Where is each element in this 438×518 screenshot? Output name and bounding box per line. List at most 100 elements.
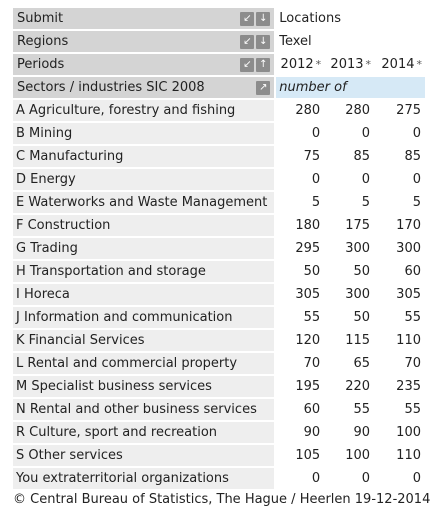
provisional-marker: *	[315, 58, 322, 71]
statistics-table-container: Submit ↙ ↓ Locations Regions ↙	[13, 6, 425, 491]
header-row-regions: Regions ↙ ↓ Texel	[13, 31, 425, 52]
table-row: B Mining 0 0 0	[13, 123, 425, 144]
table-row: I Horeca 305 300 305	[13, 284, 425, 305]
statistics-table: Submit ↙ ↓ Locations Regions ↙	[11, 6, 427, 491]
year-header: 2012 *	[276, 54, 325, 75]
value-cell: 120	[276, 330, 325, 351]
value-cell: 235	[376, 376, 425, 397]
table-row: J Information and communication 55 50 55	[13, 307, 425, 328]
regions-label: Regions	[17, 34, 69, 49]
sector-label: M Specialist business services	[13, 376, 275, 397]
unit-label: number of	[276, 77, 425, 98]
table-row: A Agriculture, forestry and fishing 280 28…	[13, 100, 425, 121]
sector-label: G Trading	[13, 238, 275, 259]
table-row: S Other services 105 100 110	[13, 445, 425, 466]
copyright-footer: © Central Bureau of Statistics, The Hagu…	[13, 492, 431, 507]
value-cell: 60	[376, 261, 425, 282]
value-cell: 105	[276, 445, 325, 466]
header-row-submit: Submit ↙ ↓ Locations	[13, 8, 425, 29]
sector-label: E Waterworks and Waste Management	[13, 192, 275, 213]
value-cell: 110	[376, 445, 425, 466]
value-cell: 300	[326, 238, 375, 259]
sector-label: L Rental and commercial property	[13, 353, 275, 374]
pivot-down-icon[interactable]: ↓	[256, 34, 271, 49]
pivot-down-icon[interactable]: ↓	[256, 11, 271, 26]
pivot-up-icon[interactable]: ↑	[256, 57, 271, 72]
table-row: E Waterworks and Waste Management 5 5 5	[13, 192, 425, 213]
sector-label: R Culture, sport and recreation	[13, 422, 275, 443]
value-cell: 0	[326, 468, 375, 489]
value-cell: 85	[326, 146, 375, 167]
year-header: 2013 *	[326, 54, 375, 75]
value-cell: 175	[326, 215, 375, 236]
table-row: D Energy 0 0 0	[13, 169, 425, 190]
value-cell: 110	[376, 330, 425, 351]
provisional-marker: *	[416, 58, 423, 71]
submit-label: Submit	[17, 11, 64, 26]
table-row: F Construction 180 175 170	[13, 215, 425, 236]
value-cell: 0	[376, 123, 425, 144]
pivot-left-icon[interactable]: ↙	[240, 57, 255, 72]
table-row: H Transportation and storage 50 50 60	[13, 261, 425, 282]
value-cell: 50	[326, 261, 375, 282]
table-row: L Rental and commercial property 70 65 70	[13, 353, 425, 374]
expand-icon[interactable]: ↗	[256, 80, 271, 95]
value-cell: 60	[276, 399, 325, 420]
pivot-left-icon[interactable]: ↙	[240, 11, 255, 26]
sector-label: J Information and communication	[13, 307, 275, 328]
provisional-marker: *	[365, 58, 372, 71]
value-cell: 180	[276, 215, 325, 236]
sector-label: A Agriculture, forestry and fishing	[13, 100, 275, 121]
regions-header: Regions ↙ ↓	[13, 31, 275, 52]
sectors-header: Sectors / industries SIC 2008 ↗	[13, 77, 275, 98]
sectors-label: Sectors / industries SIC 2008	[17, 80, 205, 95]
value-cell: 50	[326, 307, 375, 328]
value-cell: 300	[376, 238, 425, 259]
value-cell: 195	[276, 376, 325, 397]
year-header: 2014 *	[376, 54, 425, 75]
value-cell: 50	[276, 261, 325, 282]
table-row: K Financial Services 120 115 110	[13, 330, 425, 351]
value-cell: 90	[276, 422, 325, 443]
value-cell: 5	[326, 192, 375, 213]
sector-label: F Construction	[13, 215, 275, 236]
table-row: C Manufacturing 75 85 85	[13, 146, 425, 167]
value-cell: 280	[276, 100, 325, 121]
value-cell: 55	[276, 307, 325, 328]
value-cell: 0	[326, 169, 375, 190]
regions-value: Texel	[276, 31, 425, 52]
value-cell: 305	[276, 284, 325, 305]
value-cell: 0	[276, 468, 325, 489]
value-cell: 305	[376, 284, 425, 305]
year-label: 2013	[330, 57, 364, 72]
value-cell: 5	[376, 192, 425, 213]
value-cell: 280	[326, 100, 375, 121]
sector-label: B Mining	[13, 123, 275, 144]
sector-label: S Other services	[13, 445, 275, 466]
table-row: G Trading 295 300 300	[13, 238, 425, 259]
value-cell: 0	[276, 169, 325, 190]
table-row: R Culture, sport and recreation 90 90 100	[13, 422, 425, 443]
sector-label: You extraterritorial organizations	[13, 468, 275, 489]
periods-header: Periods ↙ ↑	[13, 54, 275, 75]
sector-label: K Financial Services	[13, 330, 275, 351]
value-cell: 75	[276, 146, 325, 167]
table-row: You extraterritorial organizations 0 0 0	[13, 468, 425, 489]
value-cell: 100	[326, 445, 375, 466]
value-cell: 90	[326, 422, 375, 443]
value-cell: 0	[376, 169, 425, 190]
value-cell: 70	[376, 353, 425, 374]
year-label: 2012	[280, 57, 314, 72]
pivot-left-icon[interactable]: ↙	[240, 34, 255, 49]
value-cell: 5	[276, 192, 325, 213]
value-cell: 0	[376, 468, 425, 489]
value-cell: 100	[376, 422, 425, 443]
periods-label: Periods	[17, 57, 65, 72]
sector-label: N Rental and other business services	[13, 399, 275, 420]
table-row: M Specialist business services 195 220 235	[13, 376, 425, 397]
submit-header: Submit ↙ ↓	[13, 8, 275, 29]
value-cell: 55	[326, 399, 375, 420]
year-label: 2014	[381, 57, 415, 72]
value-cell: 55	[376, 307, 425, 328]
value-cell: 300	[326, 284, 375, 305]
